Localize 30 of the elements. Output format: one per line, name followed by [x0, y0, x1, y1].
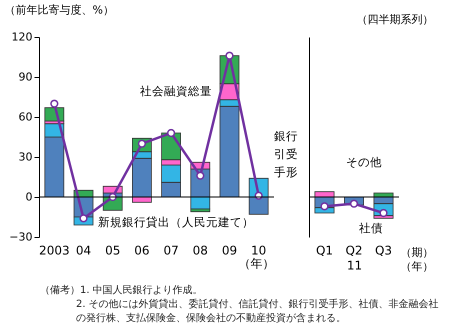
series-label: 新規銀行貸出（人民元建て）: [98, 215, 254, 229]
y-tick-label: 60: [18, 110, 32, 124]
series-label: 社会融資総量: [140, 84, 212, 98]
x-tick-label: 09: [222, 244, 238, 258]
x-tick-label: 10: [251, 244, 266, 258]
x-tick-label: 08: [192, 244, 208, 258]
y-tick-label: 30: [18, 150, 32, 164]
series-label: 銀行引受手形: [274, 129, 298, 179]
x-tick-label: 07: [163, 244, 179, 258]
x-tick-label: Q3: [374, 244, 392, 258]
text: （備考）1. 中国人民銀行より作成。: [40, 284, 204, 298]
x-tick-label: 06: [134, 244, 150, 258]
y-tick-label: 0: [26, 190, 32, 204]
x-tick-label: Q1: [316, 244, 334, 258]
x-tick-label: Q2: [345, 244, 363, 258]
y-axis-title: （前年比寄与度、%）: [4, 4, 114, 16]
text: 2. その他には外貨貸出、委託貸付、信託貸付、銀行引受手形、社債、非金融会社の発行株、支払保険金、保険会社の不動産投資が含まれる。: [75, 298, 440, 326]
x-tick-label: 04: [76, 244, 92, 258]
y-tick-label: 90: [18, 70, 32, 84]
x-axis-title: （年）: [238, 256, 274, 270]
text: （期）: [400, 246, 434, 259]
series-label: 社債: [359, 221, 383, 235]
chart-title: （四半期系列）: [356, 13, 434, 26]
x-tick-label: 05: [105, 244, 120, 258]
text: （年）: [400, 260, 434, 273]
y-tick-label: −30: [9, 230, 32, 244]
x-tick-label: 2003: [39, 244, 70, 258]
y-tick-label: 120: [12, 30, 32, 44]
text: その他: [346, 155, 382, 169]
x-axis-title: 11: [346, 258, 362, 272]
